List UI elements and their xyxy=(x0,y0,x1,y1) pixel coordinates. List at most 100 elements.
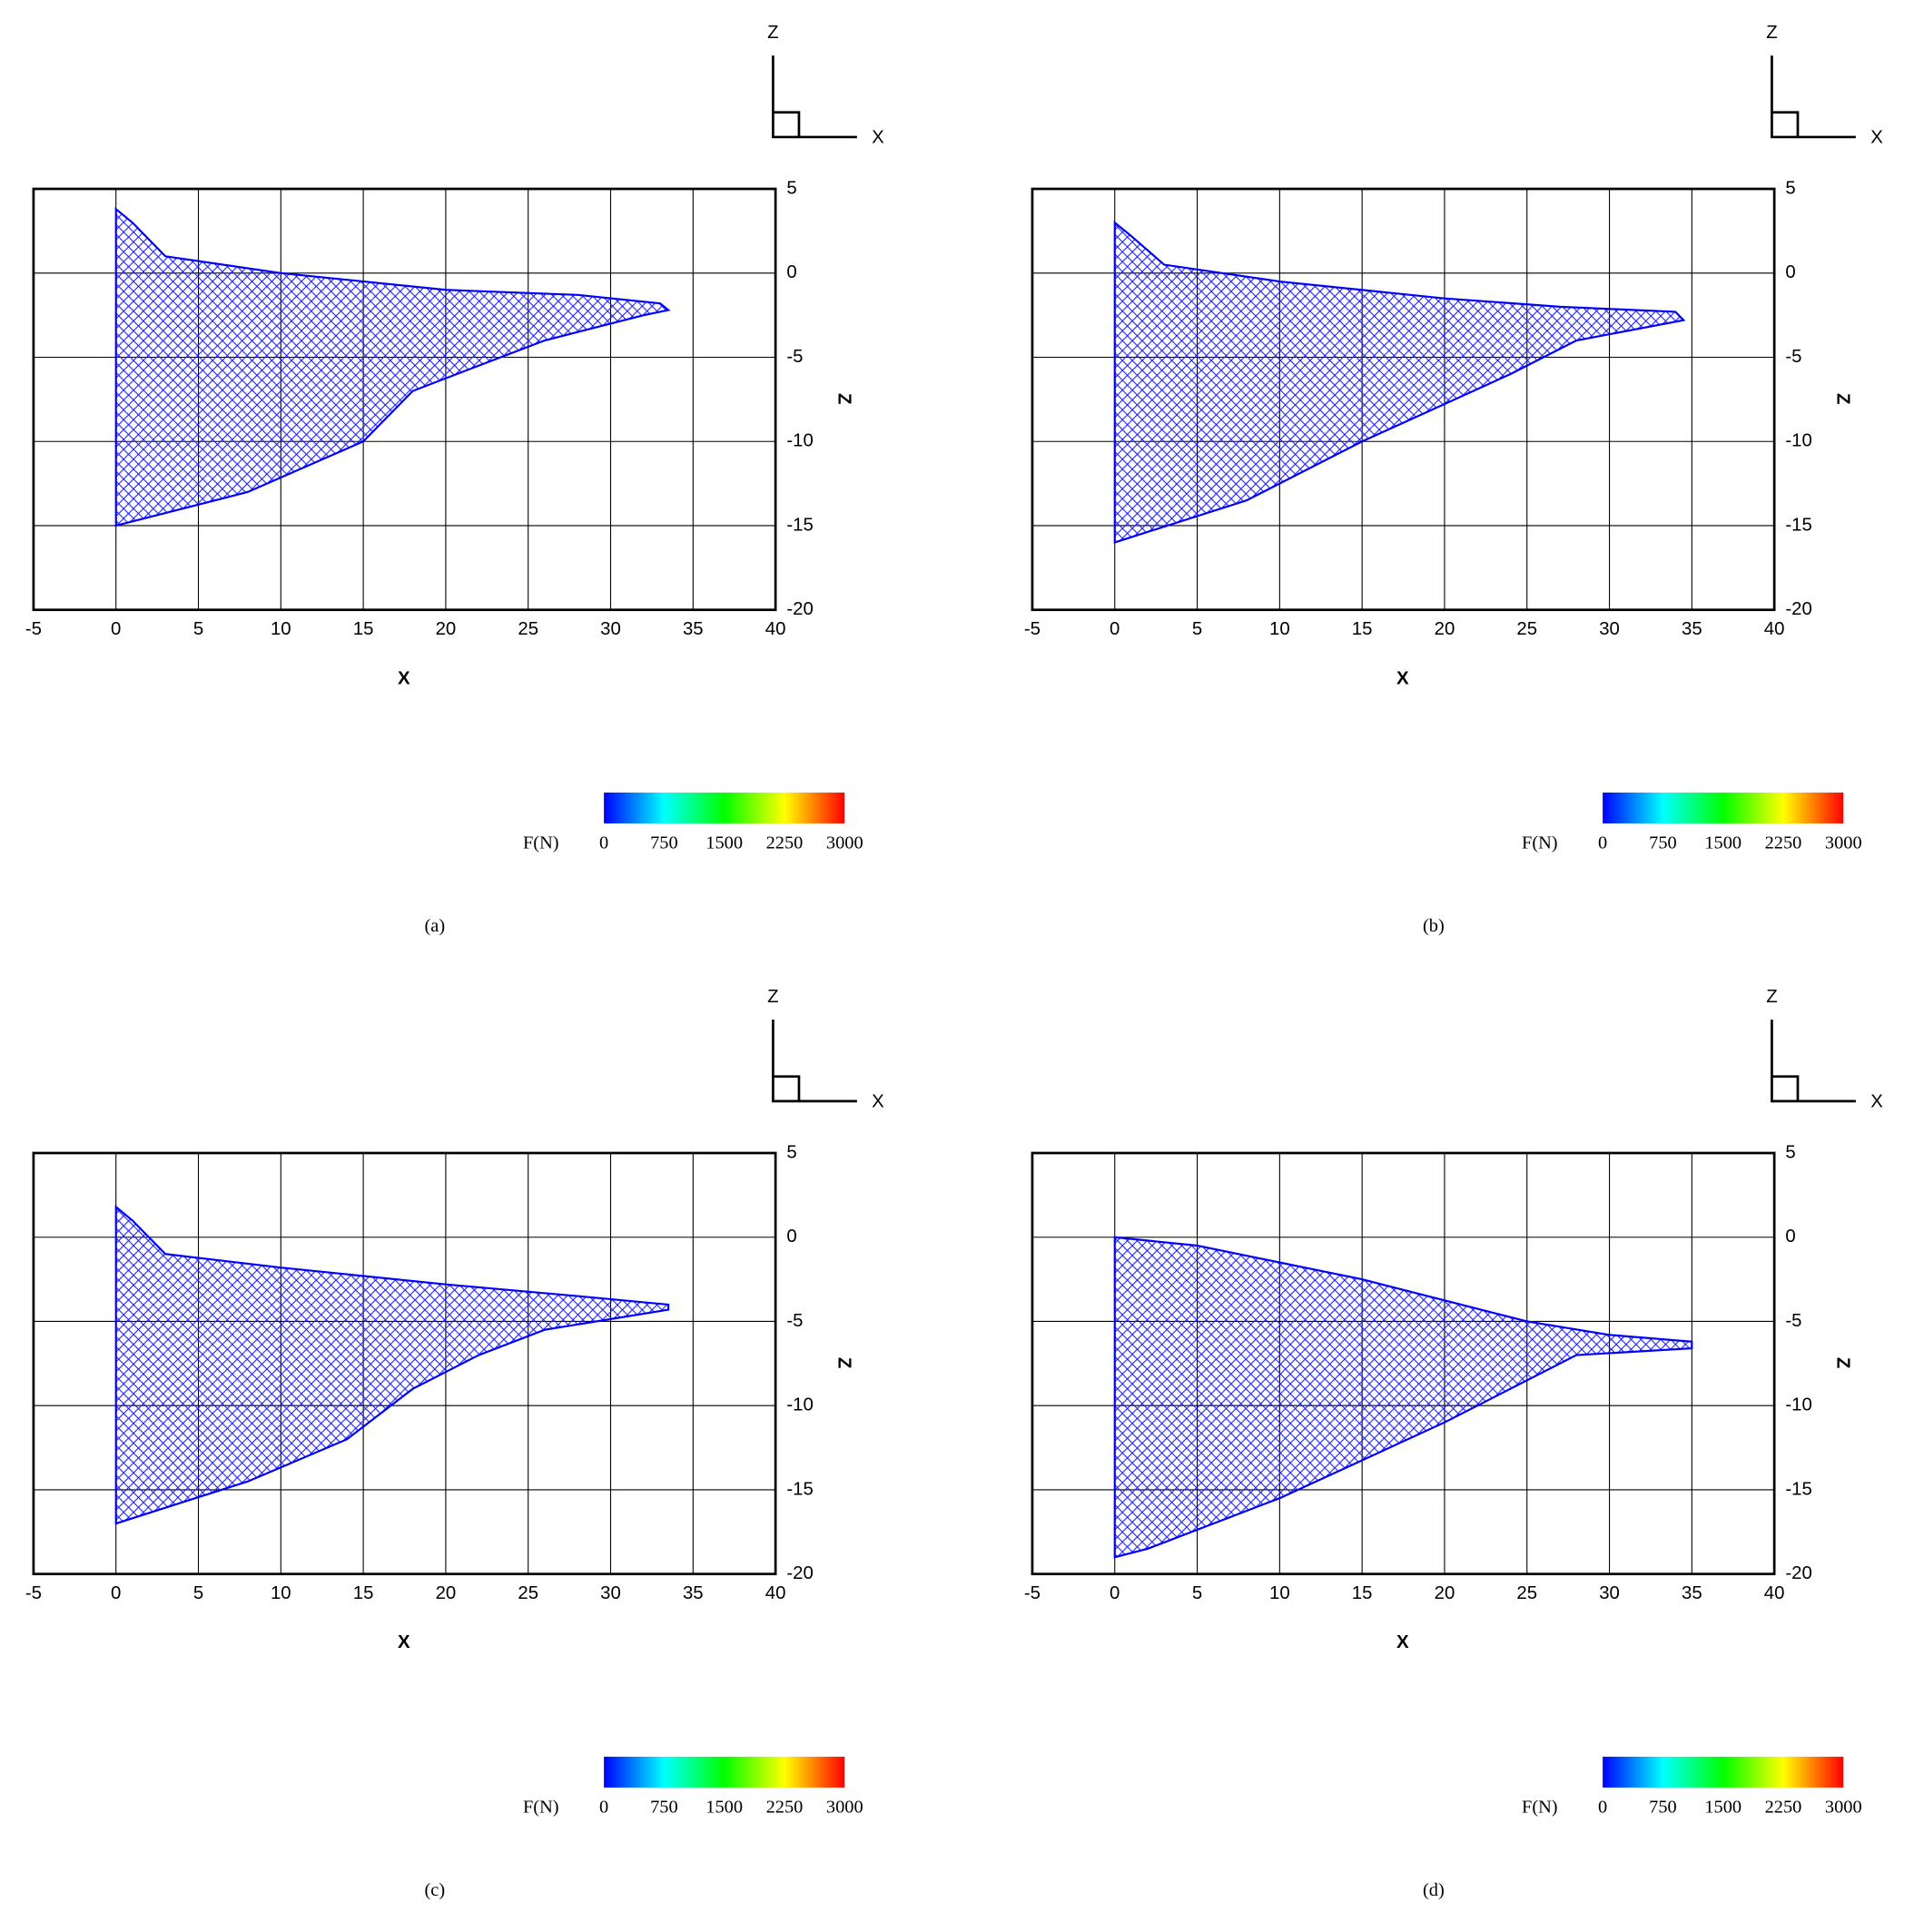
x-tick-label: 15 xyxy=(353,1583,374,1603)
plot-frame xyxy=(1031,187,1776,612)
colorbar-tick-label: 3000 xyxy=(826,1798,863,1818)
triad-label: Z xyxy=(767,23,778,43)
x-tick-label: 25 xyxy=(518,619,538,639)
colorbar-tick-label: 0 xyxy=(1598,833,1607,853)
x-axis-label: X xyxy=(398,1632,410,1652)
colorbar-tick-label: 2250 xyxy=(766,833,804,853)
colorbar-tick-label: 2250 xyxy=(1765,833,1802,853)
y-axis-label: Z xyxy=(834,393,854,404)
y-tick-label: -20 xyxy=(1785,599,1811,619)
y-tick-label: -20 xyxy=(1785,1563,1811,1583)
triad-label: Z xyxy=(767,987,778,1007)
y-tick-label: 0 xyxy=(786,262,796,282)
x-tick-label: -5 xyxy=(1024,1583,1041,1603)
colorbar xyxy=(604,792,845,823)
caption: (d) xyxy=(1423,1880,1445,1900)
x-tick-label: 25 xyxy=(1516,1583,1537,1603)
x-tick-label: 40 xyxy=(765,1583,786,1603)
x-tick-label: 40 xyxy=(1764,619,1785,639)
net-mesh xyxy=(1113,1236,1693,1559)
plot-frame xyxy=(32,1151,777,1576)
y-tick-label: -5 xyxy=(786,1311,803,1331)
colorbar-tick-label: 750 xyxy=(650,833,678,853)
triad-label: Z xyxy=(1766,23,1777,43)
colorbar-tick-label: 1500 xyxy=(1704,833,1741,853)
y-tick-label: -10 xyxy=(786,431,813,451)
x-tick-label: 30 xyxy=(1599,619,1620,639)
colorbar-tick-label: 750 xyxy=(1649,833,1677,853)
x-tick-label: 10 xyxy=(1269,1583,1290,1603)
net-mesh xyxy=(1113,220,1686,544)
y-axis-label: Z xyxy=(1833,1357,1853,1368)
y-tick-label: 0 xyxy=(786,1227,796,1247)
y-axis-label: Z xyxy=(1833,393,1853,404)
colorbar-tick-label: 1500 xyxy=(1704,1798,1741,1818)
y-tick-label: -10 xyxy=(786,1395,813,1415)
panel: -5 0 5 10 15 20 25 30 35 40 5 0 -5 -10 -15 -20 X Z Z X 0 750 1… xyxy=(25,23,884,936)
x-tick-label: -5 xyxy=(25,1583,42,1603)
x-tick-label: 25 xyxy=(518,1583,538,1603)
axis-triad xyxy=(1771,1020,1856,1103)
x-tick-label: 10 xyxy=(1269,619,1290,639)
x-tick-label: 0 xyxy=(111,1583,121,1603)
x-tick-label: 30 xyxy=(1599,1583,1620,1603)
x-tick-label: 35 xyxy=(1682,1583,1702,1603)
panel: -5 0 5 10 15 20 25 30 35 40 5 0 -5 -10 -15 -20 X Z Z X 0 750 1… xyxy=(25,987,884,1900)
colorbar-tick-label: 2250 xyxy=(1765,1798,1802,1818)
x-tick-label: 5 xyxy=(193,619,203,639)
triad-label: X xyxy=(1870,128,1883,148)
y-tick-label: -20 xyxy=(786,599,813,619)
y-tick-label: -20 xyxy=(786,1563,813,1583)
net-mesh xyxy=(114,207,671,527)
triad-label: X xyxy=(872,128,884,148)
caption: (a) xyxy=(425,916,446,936)
colorbar-tick-label: 3000 xyxy=(826,833,863,853)
colorbar-tick-label: 750 xyxy=(1649,1798,1677,1818)
x-axis-label: X xyxy=(398,668,410,688)
y-tick-label: -15 xyxy=(786,1479,813,1499)
panel: -5 0 5 10 15 20 25 30 35 40 5 0 -5 -10 -15 -20 X Z Z X 0 750 1… xyxy=(1024,987,1883,1900)
axis-triad xyxy=(772,55,857,139)
y-tick-label: -15 xyxy=(1785,1479,1811,1499)
plot-frame xyxy=(1031,1151,1776,1576)
y-tick-label: 5 xyxy=(786,178,796,198)
y-tick-label: 0 xyxy=(1785,1227,1795,1247)
x-axis-label: X xyxy=(1396,668,1409,688)
x-tick-label: 15 xyxy=(1352,1583,1373,1603)
x-tick-label: 25 xyxy=(1516,619,1537,639)
x-tick-label: 5 xyxy=(193,1583,203,1603)
x-axis-label: X xyxy=(1396,1632,1409,1652)
x-tick-label: 40 xyxy=(1764,1583,1785,1603)
y-axis-label: Z xyxy=(834,1357,854,1368)
axis-triad xyxy=(1771,55,1856,139)
y-tick-label: 5 xyxy=(786,1142,796,1162)
colorbar-tick-label: 0 xyxy=(1598,1798,1607,1818)
y-tick-label: -15 xyxy=(1785,515,1811,535)
colorbar xyxy=(1603,1756,1844,1788)
x-tick-label: 20 xyxy=(1435,1583,1455,1603)
y-tick-label: -5 xyxy=(786,347,803,367)
x-tick-label: 0 xyxy=(111,619,121,639)
colorbar-tick-label: 1500 xyxy=(705,1798,743,1818)
x-tick-label: 15 xyxy=(353,619,374,639)
x-tick-label: 10 xyxy=(271,619,291,639)
plot-frame xyxy=(32,187,777,612)
x-tick-label: -5 xyxy=(25,619,42,639)
y-tick-label: -5 xyxy=(1785,1311,1801,1331)
colorbar xyxy=(1603,792,1844,823)
colorbar-tick-label: 1500 xyxy=(705,833,743,853)
colorbar-tick-label: 3000 xyxy=(1825,833,1862,853)
colorbar-tick-label: 2250 xyxy=(766,1798,804,1818)
x-tick-label: 20 xyxy=(436,1583,457,1603)
net-mesh xyxy=(114,1204,670,1525)
colorbar-tick-label: 0 xyxy=(599,1798,608,1818)
y-tick-label: -10 xyxy=(1785,431,1811,451)
y-tick-label: -10 xyxy=(1785,1395,1811,1415)
x-tick-label: 20 xyxy=(1435,619,1455,639)
colorbar xyxy=(604,1756,845,1788)
x-tick-label: 5 xyxy=(1192,1583,1202,1603)
axis-triad xyxy=(772,1020,857,1103)
triad-label: X xyxy=(872,1092,884,1112)
y-tick-label: 0 xyxy=(1785,262,1795,282)
